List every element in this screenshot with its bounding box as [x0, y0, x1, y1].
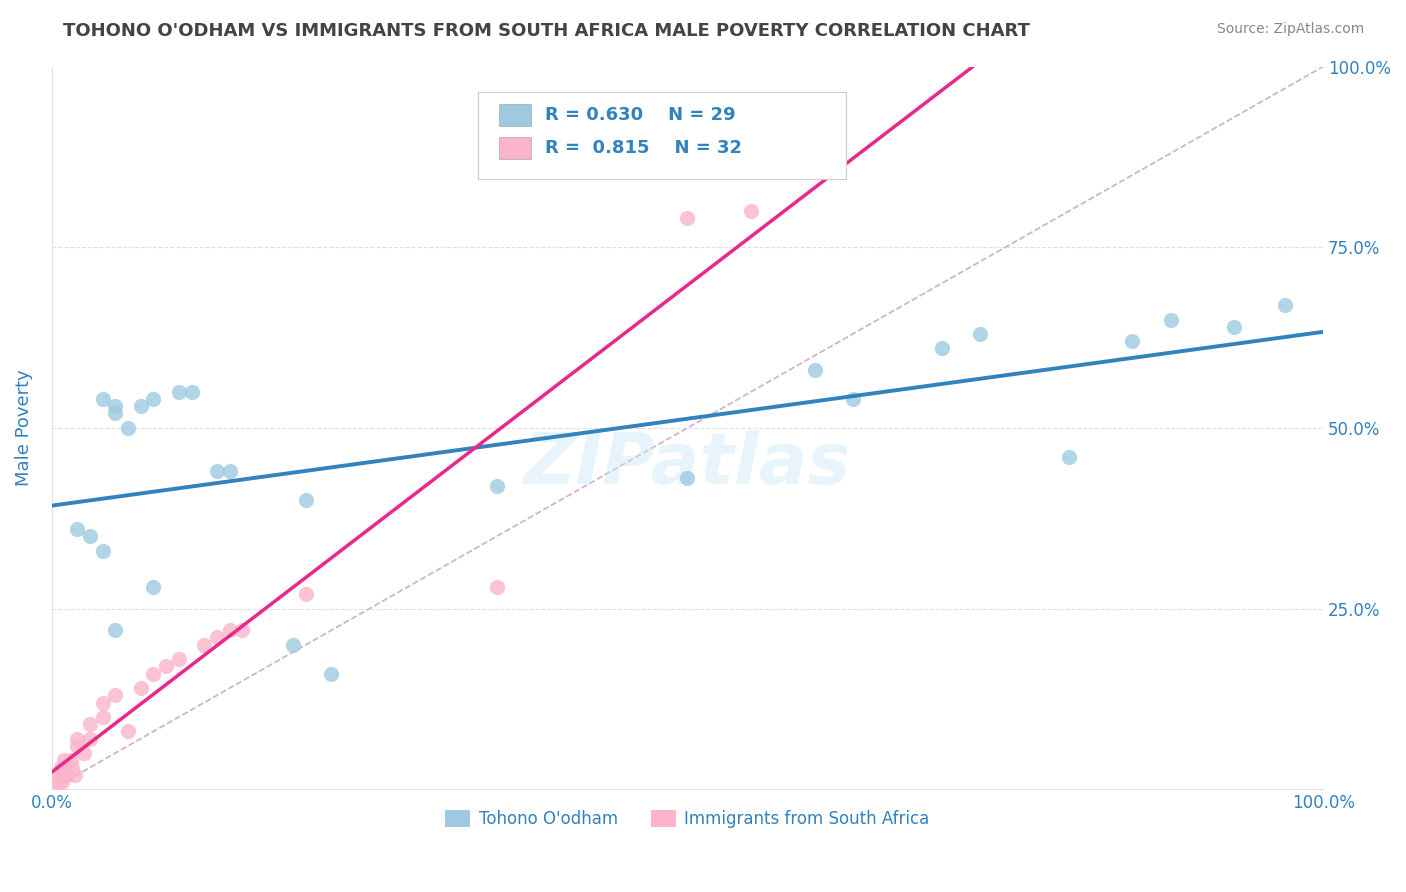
Text: ZIPatlas: ZIPatlas: [524, 430, 851, 499]
Point: [931, 342, 953, 356]
FancyBboxPatch shape: [478, 92, 846, 178]
Point: [91, 696, 114, 710]
Point: [1274, 298, 1296, 312]
Point: [91, 710, 114, 724]
Point: [104, 399, 127, 413]
Point: [117, 421, 139, 435]
Point: [72, 746, 94, 760]
Point: [79, 717, 101, 731]
Y-axis label: Male Poverty: Male Poverty: [15, 369, 32, 486]
Point: [205, 631, 228, 645]
Point: [167, 652, 190, 666]
Point: [129, 681, 152, 695]
Point: [676, 471, 699, 485]
Point: [676, 211, 699, 226]
Point: [66, 731, 89, 746]
Point: [48, 768, 70, 782]
Point: [142, 580, 165, 594]
Point: [1057, 450, 1080, 464]
Point: [218, 464, 240, 478]
Point: [180, 384, 202, 399]
Point: [205, 464, 228, 478]
Point: [66, 739, 89, 753]
Point: [46, 775, 69, 789]
Text: Source: ZipAtlas.com: Source: ZipAtlas.com: [1216, 22, 1364, 37]
FancyBboxPatch shape: [499, 104, 531, 126]
Point: [104, 407, 127, 421]
Point: [91, 392, 114, 406]
Point: [321, 666, 343, 681]
Point: [841, 392, 863, 406]
Point: [295, 587, 318, 601]
Point: [485, 479, 508, 493]
Point: [969, 326, 991, 341]
Text: TOHONO O'ODHAM VS IMMIGRANTS FROM SOUTH AFRICA MALE POVERTY CORRELATION CHART: TOHONO O'ODHAM VS IMMIGRANTS FROM SOUTH …: [63, 22, 1031, 40]
Point: [60, 760, 83, 774]
Text: R =  0.815    N = 32: R = 0.815 N = 32: [546, 139, 742, 157]
Point: [142, 392, 165, 406]
Point: [1223, 319, 1246, 334]
Point: [1160, 312, 1182, 326]
Point: [193, 638, 215, 652]
Point: [142, 666, 165, 681]
Point: [79, 529, 101, 543]
Point: [231, 624, 253, 638]
Legend: Tohono O'odham, Immigrants from South Africa: Tohono O'odham, Immigrants from South Af…: [439, 804, 936, 835]
Point: [79, 731, 101, 746]
Point: [104, 624, 127, 638]
Point: [155, 659, 177, 673]
Point: [52, 768, 75, 782]
Point: [295, 493, 318, 508]
Point: [66, 522, 89, 536]
Point: [53, 753, 76, 767]
Point: [63, 768, 86, 782]
Point: [218, 624, 240, 638]
Point: [56, 768, 79, 782]
Point: [117, 724, 139, 739]
Point: [104, 688, 127, 702]
Point: [283, 638, 305, 652]
Point: [485, 580, 508, 594]
Point: [129, 399, 152, 413]
Point: [803, 363, 825, 377]
Point: [53, 760, 76, 774]
Point: [91, 543, 114, 558]
FancyBboxPatch shape: [499, 137, 531, 159]
Point: [740, 204, 762, 219]
Text: R = 0.630    N = 29: R = 0.630 N = 29: [546, 106, 735, 124]
Point: [51, 775, 73, 789]
Point: [59, 753, 82, 767]
Point: [1121, 334, 1143, 349]
Point: [49, 760, 72, 774]
Point: [167, 384, 190, 399]
